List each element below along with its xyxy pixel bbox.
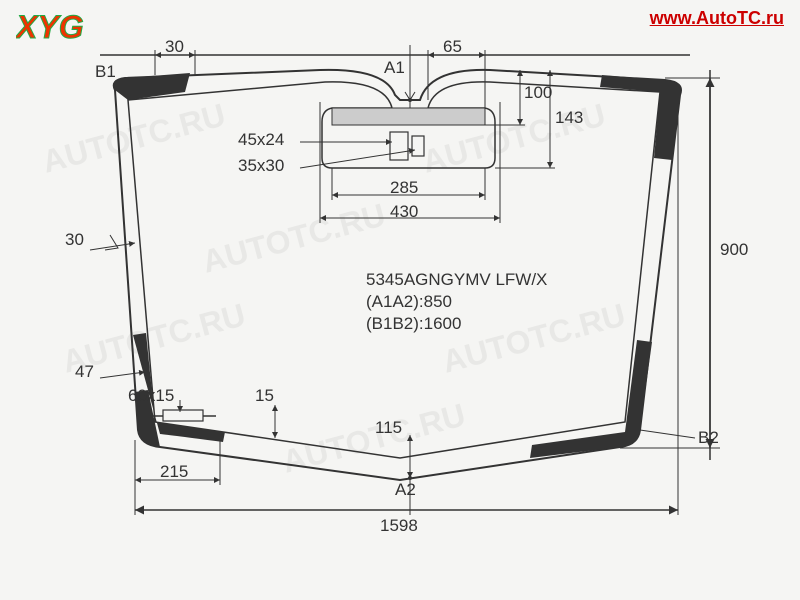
dim-15: 15 bbox=[255, 386, 274, 406]
source-url: www.AutoTC.ru bbox=[650, 8, 784, 29]
lbl-b1: B1 bbox=[95, 62, 116, 82]
dim-215: 215 bbox=[160, 462, 188, 482]
dim-115: 115 bbox=[375, 418, 402, 438]
dim-60x15: 60x15 bbox=[128, 386, 174, 406]
dim-35x30: 35x30 bbox=[238, 156, 284, 176]
dim-30a: 30 bbox=[165, 37, 184, 57]
dim-285: 285 bbox=[390, 178, 418, 198]
lbl-b2: B2 bbox=[698, 428, 719, 448]
dim-65: 65 bbox=[443, 37, 462, 57]
part-code: 5345AGNGYMV LFW/X bbox=[366, 270, 547, 290]
dim-30b: 30 bbox=[65, 230, 84, 250]
dim-430: 430 bbox=[390, 202, 418, 222]
dim-47: 47 bbox=[75, 362, 94, 382]
dim-45x24: 45x24 bbox=[238, 130, 284, 150]
dim-100: 100 bbox=[524, 83, 552, 103]
dim-1598: 1598 bbox=[380, 516, 418, 536]
dim-143: 143 bbox=[555, 108, 583, 128]
dim-900: 900 bbox=[720, 240, 748, 260]
lbl-a1: A1 bbox=[384, 58, 405, 78]
lbl-a2: A2 bbox=[395, 480, 416, 500]
diagram: B1 30 A1 65 100 143 45x24 35x30 285 430 … bbox=[40, 40, 760, 560]
b1b2-dim: (B1B2):1600 bbox=[366, 314, 461, 334]
a1a2-dim: (A1A2):850 bbox=[366, 292, 452, 312]
